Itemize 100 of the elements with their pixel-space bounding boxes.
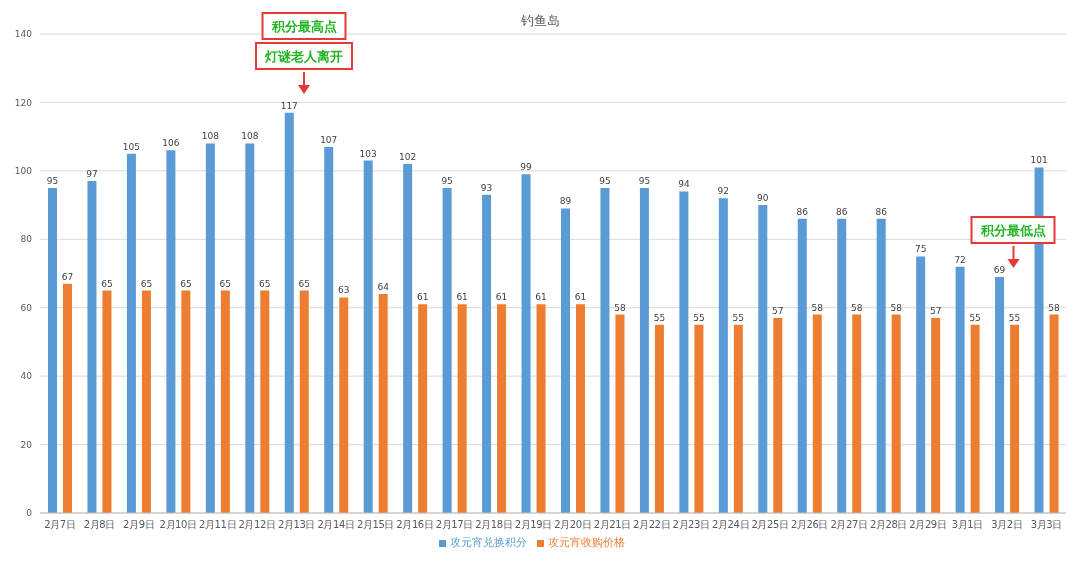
bar [457,304,467,513]
x-tick-label: 2月22日 [633,519,671,531]
x-tick-label: 2月10日 [159,519,197,531]
y-tick-label: 0 [26,508,33,519]
data-label: 86 [875,206,888,217]
x-tick-label: 3月3日 [1030,519,1062,531]
bar [324,146,334,513]
y-tick-label: 20 [20,439,33,450]
y-tick-label: 140 [14,29,33,40]
x-tick-label: 2月13日 [277,519,316,531]
data-label: 55 [732,312,745,323]
data-label: 65 [140,278,153,289]
x-tick-label: 2月9日 [123,519,155,531]
y-tick-label: 60 [20,302,33,313]
data-label: 108 [241,131,259,142]
bar [205,143,215,513]
y-tick-label: 40 [20,371,33,382]
data-label: 55 [693,312,705,323]
bar [995,276,1005,513]
callout-frame: 灯谜老人离开 [255,42,353,70]
data-label: 95 [638,175,651,186]
chart-title: 钓鱼岛 [520,13,560,28]
bar [403,164,413,513]
bar [654,324,664,513]
bar [773,317,783,513]
data-label: 72 [954,254,966,265]
data-label: 103 [359,148,377,159]
bar [694,324,704,513]
bar [482,194,492,513]
bar [141,290,151,513]
bar [299,290,309,513]
x-tick-label: 2月25日 [751,519,789,531]
x-tick-label: 2月7日 [44,519,76,531]
x-tick-label: 2月11日 [199,519,237,531]
x-tick-label: 2月8日 [83,519,115,531]
x-tick-label: 2月19日 [514,519,552,531]
legend-label: 攻元宵兑换积分 [450,536,527,549]
bar [442,187,452,513]
data-label: 65 [180,278,192,289]
bar [339,297,349,513]
bar [378,294,388,513]
data-label: 61 [574,292,587,303]
data-label: 89 [559,196,572,207]
bar [260,290,270,513]
callout-frame: 积分最低点 [970,216,1056,244]
bar [284,112,294,513]
bar [955,266,965,513]
data-label: 102 [399,152,417,163]
data-label: 86 [836,206,848,217]
x-tick-label: 2月18日 [475,519,513,531]
x-tick-label: 2月24日 [712,519,750,531]
annotation: 积分最低点 [980,223,1046,238]
data-label: 97 [86,169,98,180]
data-label: 61 [495,292,508,303]
data-label: 58 [614,302,626,313]
data-label: 117 [280,100,298,111]
bar [363,160,373,513]
data-label: 55 [969,312,981,323]
bar [63,283,72,513]
data-label: 65 [298,278,310,289]
data-label: 55 [653,312,666,323]
x-tick-label: 3月1日 [951,519,983,531]
data-label: 64 [377,282,390,293]
x-tick-label: 2月21日 [593,519,631,531]
bar [126,153,136,513]
data-label: 67 [61,271,74,282]
data-label: 69 [993,264,1006,275]
bar [718,198,728,513]
x-tick-label: 2月29日 [909,519,947,531]
x-tick-label: 2月15日 [356,519,394,531]
annotation: 灯谜老人离开 [265,49,343,64]
data-label: 95 [46,175,59,186]
bar [87,181,97,513]
x-tick-label: 2月26日 [790,519,829,531]
data-label: 65 [219,278,232,289]
bar [1010,324,1020,513]
data-label: 58 [890,302,903,313]
x-tick-label: 2月16日 [396,519,434,531]
data-label: 75 [914,244,927,255]
bar [536,304,546,513]
data-label: 93 [480,182,493,193]
x-tick-label: 2月20日 [554,519,592,531]
bar [639,187,649,513]
x-tick-label: 2月23日 [672,519,710,531]
bar [837,218,847,513]
x-tick-label: 2月17日 [435,519,473,531]
legend-label: 攻元宵收购价格 [548,536,625,549]
x-tick-label: 3月2日 [991,519,1023,531]
x-tick-label: 2月27日 [830,519,868,531]
data-label: 94 [678,179,690,190]
bar [102,290,112,513]
x-tick-label: 2月12日 [238,519,276,531]
data-label: 99 [520,162,533,173]
data-label: 63 [338,285,350,296]
x-tick-label: 2月14日 [317,519,355,531]
callout-frame: 积分最高点 [261,12,347,40]
data-label: 61 [535,292,547,303]
bar [891,314,901,513]
bar [181,290,191,513]
bar [758,205,768,513]
